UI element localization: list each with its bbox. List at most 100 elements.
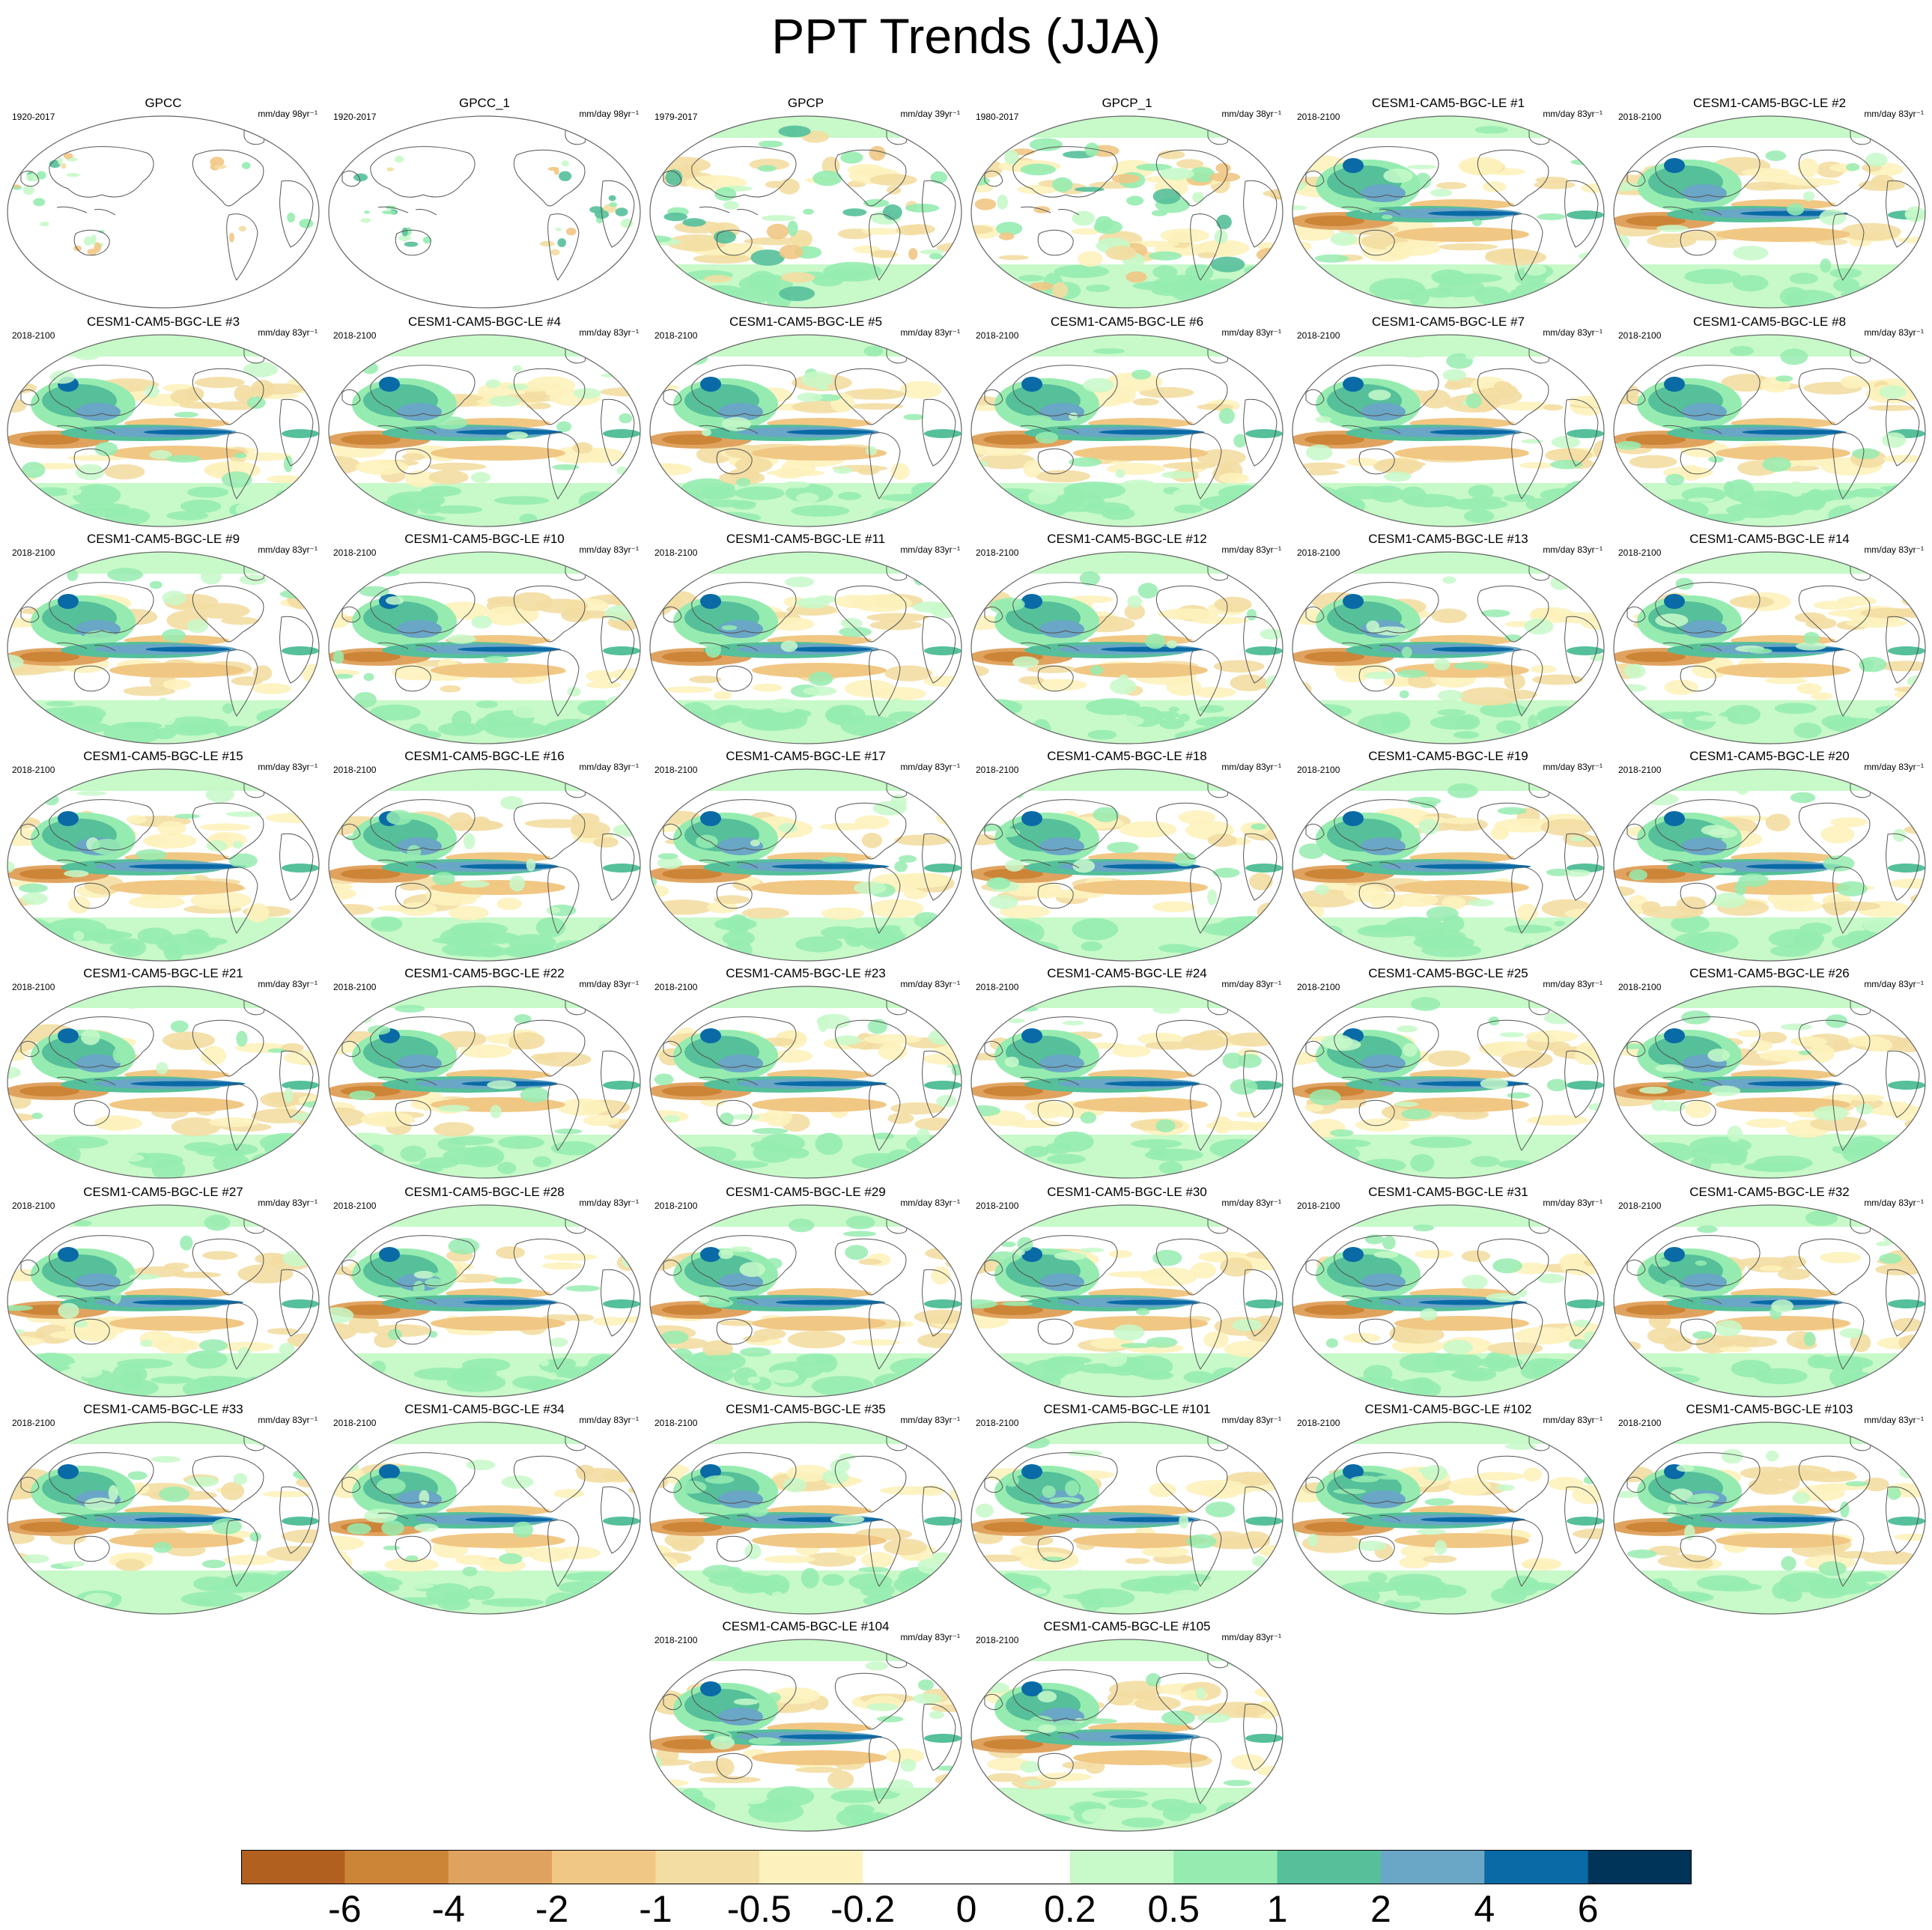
colorbar-swatch [1069,1850,1174,1884]
globe-border [1613,768,1926,962]
map-panel: CESM1-CAM5-BGC-LE #32 2018-2100 mm/day 83y… [1611,1185,1928,1399]
map-panel: CESM1-CAM5-BGC-LE #15 2018-2100 mm/day 83y… [4,749,322,963]
trend-field [7,116,319,308]
globe-border [1613,986,1926,1179]
globe-border [7,115,320,309]
map [1292,986,1605,1179]
globe-border [649,1204,962,1398]
panel-period: 2018-2100 [12,330,55,341]
panel-period: 2018-2100 [1618,330,1662,341]
panel-title: CESM1-CAM5-BGC-LE #12 [1047,532,1207,546]
map-panel: CESM1-CAM5-BGC-LE #17 2018-2100 mm/day 83y… [647,749,965,963]
map-panel: CESM1-CAM5-BGC-LE #28 2018-2100 mm/day 83y… [326,1185,643,1399]
continent-outlines [341,1218,635,1370]
colorbar-tick: -6 [328,1888,362,1930]
map-panel: CESM1-CAM5-BGC-LE #13 2018-2100 mm/day 83y… [1289,532,1607,746]
continent-outlines [663,1218,956,1370]
globe-border [1292,768,1605,962]
map-panel: CESM1-CAM5-BGC-LE #10 2018-2100 mm/day 83y… [326,532,643,746]
panel-title: CESM1-CAM5-BGC-LE #34 [404,1402,565,1416]
map-panel: CESM1-CAM5-BGC-LE #21 2018-2100 mm/day 83y… [4,966,322,1180]
continent-outlines [984,1435,1278,1587]
globe-border [970,1204,1284,1398]
panel-units: mm/day 83yr⁻¹ [1864,109,1924,119]
panel-title: CESM1-CAM5-BGC-LE #14 [1689,532,1850,546]
globe-border [1613,1204,1926,1398]
trend-field [1292,1422,1604,1614]
colorbar [241,1850,1692,1884]
map [328,1204,641,1398]
map-panel: CESM1-CAM5-BGC-LE #11 2018-2100 mm/day 83y… [647,532,965,746]
continent-outlines [984,1218,1278,1370]
map [7,334,320,527]
continent-outlines [663,565,956,717]
panel-units: mm/day 83yr⁻¹ [1864,762,1924,772]
panel-units: mm/day 83yr⁻¹ [1864,327,1924,338]
continent-outlines [1305,1435,1599,1587]
panel-units: mm/day 83yr⁻¹ [258,762,318,772]
map [649,1639,962,1832]
globe-border [649,1639,962,1832]
trend-field [7,335,319,526]
map [970,986,1284,1179]
panel-period: 2018-2100 [12,1418,55,1428]
map-panel: CESM1-CAM5-BGC-LE #5 2018-2100 mm/day 83yr… [647,315,965,529]
globe-border [7,768,320,962]
colorbar-tick: 1 [1266,1888,1288,1930]
panel-units: mm/day 38yr⁻¹ [1221,109,1281,119]
globe-border [1613,334,1926,527]
panel-title: GPCC [145,96,182,110]
continent-outlines [1305,129,1599,281]
panel-title: CESM1-CAM5-BGC-LE #27 [83,1185,243,1199]
continent-outlines [663,348,956,500]
panel-title: CESM1-CAM5-BGC-LE #32 [1689,1185,1850,1199]
map [7,1421,320,1615]
trend-field [650,1422,962,1614]
globe-border [1292,986,1605,1179]
panel-title: CESM1-CAM5-BGC-LE #3 [86,315,240,329]
continent-outlines [984,565,1278,717]
continent-outlines [341,565,635,717]
trend-field [1292,552,1604,744]
trend-field [1292,769,1604,961]
trend-field [971,552,1283,744]
globe-border [328,1204,641,1398]
panel-units: mm/day 83yr⁻¹ [1543,979,1603,989]
panel-units: mm/day 83yr⁻¹ [1543,544,1603,555]
panel-title: GPCP [787,96,824,110]
panel-units: mm/day 83yr⁻¹ [1864,1415,1924,1425]
colorbar-swatch [1484,1850,1589,1884]
map-panel: GPCC 1920-2017 mm/day 98yr⁻¹ [4,96,322,310]
map [1292,768,1605,962]
globe-border [1292,334,1605,527]
panel-title: CESM1-CAM5-BGC-LE #23 [726,966,886,980]
globe-border [328,115,641,309]
colorbar-tick-labels: -6 -4 -2 -1 -0.5 -0.2 0 0.2 0.5 1 2 4 6 [241,1889,1692,1930]
panel-title: CESM1-CAM5-BGC-LE #102 [1364,1402,1532,1416]
panel-title: CESM1-CAM5-BGC-LE #104 [722,1619,890,1633]
panel-units: mm/day 83yr⁻¹ [1221,544,1281,555]
panel-period: 2018-2100 [333,1201,377,1211]
trend-field [329,552,640,744]
map-panel: CESM1-CAM5-BGC-LE #24 2018-2100 mm/day 83y… [968,966,1286,1180]
map [970,334,1284,527]
map [970,1421,1284,1615]
panel-title: CESM1-CAM5-BGC-LE #1 [1371,96,1525,110]
map [649,1204,962,1398]
panel-units: mm/day 83yr⁻¹ [1221,1632,1281,1642]
globe-border [7,1421,320,1615]
panel-units: mm/day 83yr⁻¹ [1543,327,1603,338]
trend-field [329,335,640,526]
panel-title: CESM1-CAM5-BGC-LE #6 [1050,315,1204,329]
colorbar-swatch [1588,1850,1692,1884]
map-panel: CESM1-CAM5-BGC-LE #20 2018-2100 mm/day 83y… [1611,749,1928,963]
globe-border [970,1421,1284,1615]
panel-title: CESM1-CAM5-BGC-LE #9 [86,532,240,546]
panel-period: 1920-2017 [12,112,55,122]
globe-border [1292,1204,1605,1398]
panel-period: 2018-2100 [1297,982,1340,992]
globe-border [1292,551,1605,744]
trend-field [7,1422,319,1614]
panel-title: GPCP_1 [1102,96,1152,110]
map-panel: GPCC_1 1920-2017 mm/day 98yr⁻¹ [326,96,643,310]
